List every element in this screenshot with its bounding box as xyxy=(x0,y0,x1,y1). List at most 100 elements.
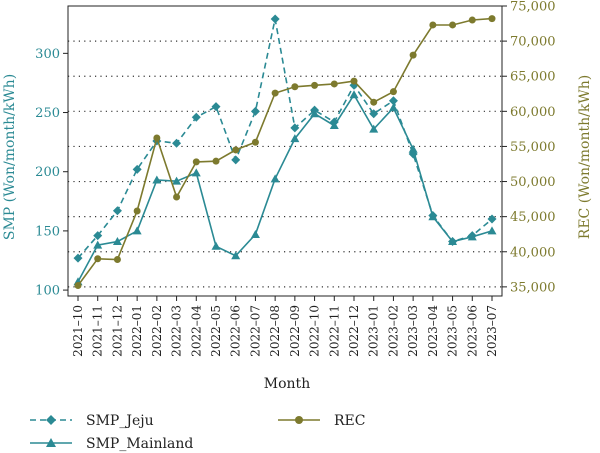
series-line xyxy=(77,18,493,259)
x-tick-label: 2022–12 xyxy=(347,305,361,357)
x-tick-label: 2022–07 xyxy=(248,305,262,357)
data-point xyxy=(449,21,457,29)
y-right-tick-label: 55,000 xyxy=(510,140,556,155)
data-point xyxy=(310,109,320,118)
x-tick-label: 2023–06 xyxy=(465,305,479,357)
x-tick-label: 2022–08 xyxy=(268,305,282,357)
data-point xyxy=(132,226,142,235)
data-point xyxy=(74,281,82,289)
series-line xyxy=(77,17,493,286)
data-point xyxy=(291,83,299,91)
x-tick-label: 2023–04 xyxy=(426,305,440,357)
data-point xyxy=(192,158,200,166)
data-point xyxy=(290,123,300,133)
series-line xyxy=(77,93,493,283)
y-right-tick-label: 35,000 xyxy=(510,280,556,295)
circle-marker-icon xyxy=(295,416,303,424)
data-point xyxy=(73,253,83,263)
data-point xyxy=(429,21,437,29)
x-tick-label: 2023–03 xyxy=(406,305,420,357)
data-point xyxy=(487,226,497,235)
legend-item-rec: REC xyxy=(278,413,365,429)
data-point xyxy=(212,157,220,165)
data-point xyxy=(173,193,181,201)
y-right-tick-label: 50,000 xyxy=(510,175,556,190)
data-point xyxy=(172,176,182,185)
x-tick-label: 2022–05 xyxy=(209,305,223,357)
x-axis-title: Month xyxy=(264,376,310,392)
data-point xyxy=(133,207,141,215)
x-tick-label: 2022–01 xyxy=(130,305,144,357)
y-left-tick-label: 300 xyxy=(35,47,60,62)
triangle-marker-icon xyxy=(46,438,56,447)
data-point xyxy=(369,124,379,133)
legend-label-smp-mainland: SMP_Mainland xyxy=(86,436,193,452)
data-point xyxy=(112,206,122,216)
data-point xyxy=(113,255,121,263)
data-point xyxy=(388,103,398,112)
data-point xyxy=(172,138,182,148)
x-tick-label: 2022–10 xyxy=(308,305,322,357)
legend: SMP_Jeju SMP_Mainland REC xyxy=(30,413,365,452)
x-tick-label: 2022–03 xyxy=(170,305,184,357)
data-point xyxy=(231,251,241,260)
data-point xyxy=(329,121,339,130)
data-point xyxy=(448,237,458,246)
data-point xyxy=(153,134,161,142)
data-point xyxy=(251,138,259,146)
data-point xyxy=(112,237,122,246)
y-axis-left-title: SMP (Won/month/kWh) xyxy=(2,74,18,240)
legend-item-smp-mainland: SMP_Mainland xyxy=(30,436,193,452)
data-point xyxy=(370,98,378,106)
legend-item-smp-jeju: SMP_Jeju xyxy=(30,413,154,429)
data-point xyxy=(487,214,497,224)
x-axis-ticks: 2021–10 2021–11 2021–12 2022–01 2022–02 2022–… xyxy=(71,296,499,357)
data-point xyxy=(191,112,201,122)
series-layer xyxy=(73,14,497,289)
data-point xyxy=(132,164,142,174)
x-tick-label: 2023–02 xyxy=(386,305,400,357)
data-point xyxy=(488,15,496,23)
y-right-tick-label: 45,000 xyxy=(510,210,556,225)
data-point xyxy=(270,174,280,183)
data-point xyxy=(468,16,476,24)
y-left-tick-label: 200 xyxy=(35,165,60,180)
data-point xyxy=(270,14,280,24)
series-smp-mainland xyxy=(73,90,497,286)
data-point xyxy=(211,102,221,112)
y-right-tick-label: 65,000 xyxy=(510,70,556,85)
x-tick-label: 2023–07 xyxy=(485,305,499,357)
x-tick-label: 2022–06 xyxy=(229,305,243,357)
grid-lines xyxy=(68,40,502,288)
data-point xyxy=(369,109,379,119)
data-point xyxy=(349,90,359,99)
series-rec xyxy=(74,15,496,289)
x-tick-label: 2022–11 xyxy=(327,305,341,357)
legend-label-rec: REC xyxy=(334,413,365,429)
diamond-marker-icon xyxy=(46,415,56,425)
right-axis-ticks: 35,000 40,000 45,000 50,000 55,000 60,000 65,0… xyxy=(502,0,556,295)
y-left-tick-label: 100 xyxy=(35,284,60,299)
y-right-tick-label: 60,000 xyxy=(510,105,556,120)
legend-label-smp-jeju: SMP_Jeju xyxy=(86,413,154,429)
data-point xyxy=(290,134,300,143)
y-axis-right-title: REC (Won/month/kWh) xyxy=(577,75,593,239)
x-tick-label: 2021–10 xyxy=(71,305,85,357)
plot-frame xyxy=(67,5,503,297)
data-point xyxy=(94,255,102,263)
x-tick-label: 2021–12 xyxy=(110,305,124,357)
data-point xyxy=(408,144,418,153)
data-point xyxy=(467,232,477,241)
data-point xyxy=(311,81,319,89)
x-tick-label: 2023–05 xyxy=(446,305,460,357)
data-point xyxy=(93,240,103,249)
y-right-tick-label: 40,000 xyxy=(510,245,556,260)
y-left-tick-label: 150 xyxy=(35,224,60,239)
x-tick-label: 2022–04 xyxy=(189,305,203,357)
y-right-tick-label: 75,000 xyxy=(510,0,556,15)
data-point xyxy=(330,80,338,88)
data-point xyxy=(232,146,240,154)
data-point xyxy=(191,168,201,177)
